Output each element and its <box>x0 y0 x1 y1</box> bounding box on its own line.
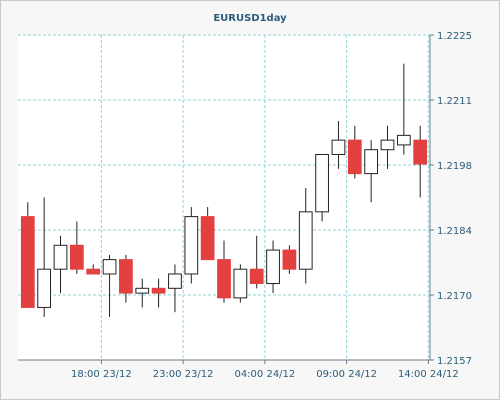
candle-body-up <box>331 139 346 155</box>
candle <box>413 125 428 198</box>
candle-body-up <box>233 268 248 299</box>
candle-body-up <box>184 216 199 275</box>
x-tick-label: 09:00 24/12 <box>316 369 377 380</box>
candles <box>20 63 428 317</box>
candle <box>347 125 362 179</box>
candle-body-up <box>298 211 313 270</box>
candle <box>119 254 133 303</box>
candle <box>200 207 215 261</box>
candle <box>168 264 182 313</box>
candle <box>135 278 150 308</box>
y-tick-label: 1.2170 <box>437 291 472 302</box>
candle-body-down <box>119 259 133 294</box>
candle-body-down <box>413 139 428 165</box>
candle-body-up <box>364 149 379 175</box>
candle-body-down <box>249 268 264 285</box>
candle <box>315 153 329 222</box>
chart-title: EURUSD1day <box>213 13 287 24</box>
candle <box>282 245 297 274</box>
x-tick-label: 04:00 24/12 <box>234 369 295 380</box>
candle <box>86 264 101 275</box>
candle <box>184 207 199 284</box>
candle-body-up <box>380 139 395 151</box>
candle-body-down <box>217 259 231 299</box>
candle-body-up <box>53 244 68 270</box>
candle <box>102 254 117 317</box>
candle <box>396 63 411 155</box>
y-tick-label: 1.2184 <box>437 226 472 237</box>
x-tick-label: 23:00 23/12 <box>153 369 214 380</box>
candle-body-up <box>102 259 117 275</box>
candle <box>233 264 248 303</box>
y-tick-label: 1.2211 <box>437 96 472 107</box>
y-tick-label: 1.2157 <box>437 356 472 367</box>
candle-body-up <box>135 287 150 294</box>
candle-body-down <box>69 244 84 270</box>
candle <box>298 187 313 284</box>
candle <box>37 197 52 317</box>
x-tick-label: 18:00 23/12 <box>71 369 132 380</box>
candle-body-up <box>315 153 329 213</box>
candle-body-up <box>37 268 52 308</box>
candle-body-up <box>396 134 411 146</box>
candle <box>53 235 68 294</box>
candle-body-down <box>151 287 166 294</box>
candle-body-up <box>168 273 182 289</box>
candle-body-down <box>200 216 215 261</box>
candle-body-up <box>266 249 280 285</box>
candle <box>380 125 395 169</box>
candle-body-down <box>20 216 35 308</box>
y-tick-label: 1.2225 <box>437 31 472 42</box>
x-tick-label: 14:00 24/12 <box>398 369 459 380</box>
candle <box>151 278 166 308</box>
candle <box>20 202 35 308</box>
candle <box>249 235 264 289</box>
candle <box>364 140 379 203</box>
candle-body-down <box>347 139 362 175</box>
plot-area <box>18 35 430 360</box>
candle-body-down <box>282 249 297 270</box>
candle <box>266 240 280 294</box>
candle <box>69 221 84 274</box>
candle-body-down <box>86 268 101 275</box>
candle <box>331 121 346 169</box>
y-tick-label: 1.2198 <box>437 161 472 172</box>
candle <box>217 240 231 303</box>
axes: 1.2225 1.2211 1.2198 1.2184 1.2170 1.2157 18:0… <box>18 31 472 380</box>
